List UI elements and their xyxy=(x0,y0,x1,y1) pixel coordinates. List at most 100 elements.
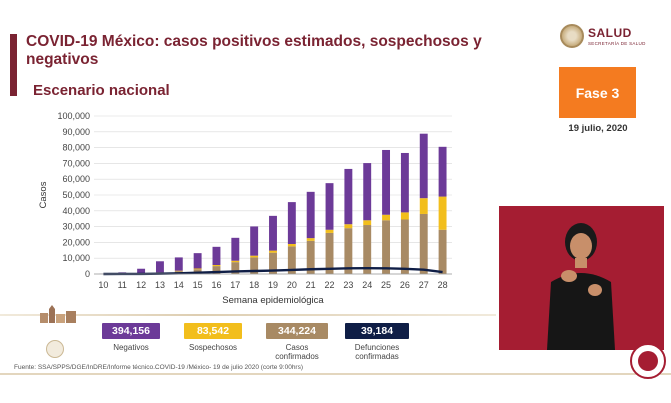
sign-language-video xyxy=(499,206,664,350)
bar-segment xyxy=(306,238,315,241)
bar-segment xyxy=(363,225,372,274)
x-tick-label: 19 xyxy=(268,280,278,290)
bar-segment xyxy=(287,243,296,247)
bar-segment xyxy=(174,257,183,271)
bar-segment xyxy=(400,152,409,213)
bar-segment xyxy=(193,268,202,270)
x-tick-label: 14 xyxy=(174,280,184,290)
x-tick-label: 16 xyxy=(211,280,221,290)
legend-negativos-label: Negativos xyxy=(113,343,149,352)
bar-segment xyxy=(382,149,391,215)
bar-segment xyxy=(382,220,391,274)
town-illustration-icon xyxy=(40,305,76,323)
source-note: Fuente: SSA/SPPS/DGE/InDRE/Informe técni… xyxy=(14,364,304,371)
y-tick-label: 40,000 xyxy=(62,206,90,216)
bar-segment xyxy=(231,262,240,274)
bar-segment xyxy=(287,246,296,274)
gobierno-badge-inner xyxy=(638,351,658,371)
bar-segment xyxy=(438,146,447,197)
bar-segment xyxy=(269,252,277,274)
x-tick-label: 13 xyxy=(155,280,165,290)
x-tick-label: 28 xyxy=(438,280,448,290)
title-accent-bar xyxy=(10,34,17,96)
legend-negativos: 394,156 Negativos xyxy=(102,323,160,352)
x-tick-label: 15 xyxy=(193,280,203,290)
bar-segment xyxy=(438,196,447,230)
bar-segment xyxy=(325,232,334,274)
stacked-bar-chart: 0 10,000 20,000 30,000 40,000 50,000 60,000 70,… xyxy=(38,111,452,306)
x-tick-label: 17 xyxy=(230,280,240,290)
bar-segment xyxy=(325,229,334,233)
seal-watermark-icon xyxy=(46,340,64,358)
bar-segment xyxy=(363,163,372,221)
y-tick-label: 100,000 xyxy=(57,111,90,121)
logo-text: SALUD xyxy=(588,26,632,40)
y-tick-label: 30,000 xyxy=(62,222,90,232)
page-subtitle: Escenario nacional xyxy=(33,82,170,99)
legend-sospechosos-label: Sospechosos xyxy=(188,343,238,352)
bar-segment xyxy=(287,202,296,244)
x-tick-label: 26 xyxy=(400,280,410,290)
y-tick-label: 80,000 xyxy=(62,143,90,153)
x-tick-label: 20 xyxy=(287,280,297,290)
decorative-ribbon xyxy=(0,314,496,316)
bar-segment xyxy=(212,266,221,274)
bar-segment xyxy=(400,212,409,220)
bar-segment xyxy=(344,224,353,229)
bar-segment xyxy=(419,198,428,214)
bar-segment xyxy=(382,214,391,221)
bar-segment xyxy=(306,191,315,239)
gobierno-badge-icon xyxy=(630,343,666,379)
y-tick-label: 10,000 xyxy=(62,253,90,263)
bar-segment xyxy=(400,219,409,274)
bar-segment xyxy=(269,215,277,251)
legend-sospechosos: 83,542 Sospechosos xyxy=(184,323,242,352)
bar-segment xyxy=(250,255,259,258)
y-axis-label: Casos xyxy=(38,181,49,208)
interpreter-figure-icon xyxy=(547,223,615,350)
y-tick-label: 70,000 xyxy=(62,158,90,168)
page-title: COVID-19 México: casos positivos estimad… xyxy=(26,33,482,68)
bar-segment xyxy=(155,261,164,273)
x-axis-label: Semana epidemiológica xyxy=(222,295,324,306)
bar-segment xyxy=(344,228,353,274)
footer-divider xyxy=(0,373,671,375)
bar-segment xyxy=(137,268,146,274)
y-tick-label: 90,000 xyxy=(62,127,90,137)
bar-segment xyxy=(193,253,202,269)
legend-negativos-value: 394,156 xyxy=(102,323,160,339)
eagle-seal-icon xyxy=(560,24,584,48)
x-tick-label: 10 xyxy=(98,280,108,290)
x-tick-label: 18 xyxy=(249,280,259,290)
bar-segment xyxy=(363,220,372,226)
legend-defunciones-value: 39,184 xyxy=(345,323,409,339)
x-tick-label: 23 xyxy=(343,280,353,290)
x-tick-label: 22 xyxy=(325,280,335,290)
bar-segment xyxy=(231,260,240,263)
x-tick-label: 12 xyxy=(136,280,146,290)
bar-segment xyxy=(325,183,334,230)
bar-segment xyxy=(438,229,447,274)
legend-defunciones: 39,184 Defunciones confirmadas xyxy=(345,323,409,361)
x-tick-label: 25 xyxy=(381,280,391,290)
salud-logo: SALUD SECRETARÍA DE SALUD xyxy=(560,24,660,52)
x-tick-label: 27 xyxy=(419,280,429,290)
bar-segment xyxy=(212,264,221,267)
bar-segment xyxy=(269,250,277,253)
bar-segment xyxy=(250,226,259,256)
y-tick-label: 50,000 xyxy=(62,190,90,200)
bar-segment xyxy=(344,168,353,225)
legend-defunciones-label: Defunciones confirmadas xyxy=(354,343,400,361)
legend-confirmados-label: Casos confirmados xyxy=(275,343,319,361)
bar-segment xyxy=(231,237,240,261)
phase-date: 19 julio, 2020 xyxy=(568,123,628,134)
legend-confirmados-value: 344,224 xyxy=(266,323,328,339)
legend-confirmados: 344,224 Casos confirmados xyxy=(266,323,328,361)
phase-badge: Fase 3 xyxy=(559,67,636,118)
bar-segment xyxy=(419,213,428,274)
x-tick-label: 21 xyxy=(306,280,316,290)
legend-sospechosos-value: 83,542 xyxy=(184,323,242,339)
x-tick-label: 24 xyxy=(362,280,372,290)
bar-segment xyxy=(212,246,221,265)
y-tick-label: 20,000 xyxy=(62,237,90,247)
